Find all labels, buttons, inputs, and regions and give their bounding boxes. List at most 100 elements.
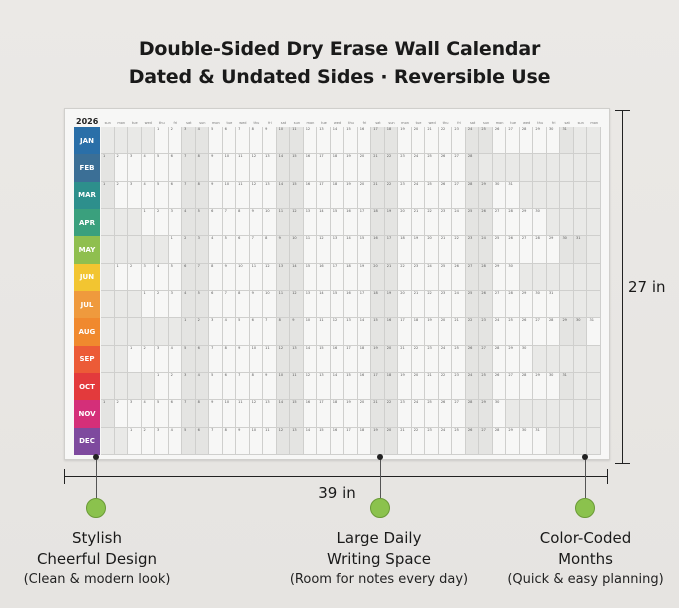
day-cell: 27 (533, 318, 547, 346)
width-dimension-cap-left (64, 469, 65, 484)
day-cell: 9 (263, 127, 277, 155)
day-cell: 18 (371, 291, 385, 319)
day-cell: 16 (330, 345, 345, 373)
day-cell: 19 (425, 318, 439, 346)
day-cell: 25 (425, 181, 439, 209)
day-cell (587, 291, 601, 319)
day-cell: 2 (141, 427, 156, 455)
day-cell: 19 (411, 236, 426, 264)
day-cell (533, 345, 547, 373)
day-cell: 12 (276, 345, 291, 373)
day-cell: 11 (236, 400, 250, 428)
day-cell: 16 (317, 263, 331, 291)
day-cell (101, 291, 115, 319)
callout-pin-1 (93, 454, 99, 460)
headline: Double-Sided Dry Erase Wall Calendar (138, 38, 541, 60)
day-cell: 6 (209, 209, 223, 237)
day-cell (101, 373, 115, 401)
day-cell: 17 (317, 400, 331, 428)
day-cell: 26 (452, 263, 466, 291)
day-cell: 31 (546, 291, 561, 319)
weekday-label: sun (104, 121, 111, 125)
day-cell: 13 (276, 263, 291, 291)
day-cell (573, 181, 588, 209)
day-cell (587, 427, 601, 455)
day-cell (546, 154, 561, 182)
day-cell (546, 263, 561, 291)
callout-dot-2 (370, 498, 390, 518)
day-cell: 3 (168, 209, 183, 237)
weekday-label: wed (144, 121, 152, 125)
day-cell (519, 400, 534, 428)
feature-writing-space: Large Daily Writing Space (Room for note… (266, 528, 492, 590)
weekday-label: sun (199, 121, 206, 125)
day-cell: 20 (357, 181, 372, 209)
day-cell: 25 (479, 127, 493, 155)
day-cell: 8 (236, 209, 250, 237)
day-cell: 21 (384, 263, 399, 291)
day-cell: 21 (371, 181, 385, 209)
day-cell: 4 (168, 427, 183, 455)
day-cell: 23 (452, 373, 466, 401)
weekday-label: sat (280, 121, 287, 125)
day-cell: 23 (425, 345, 439, 373)
day-cell: 4 (155, 263, 169, 291)
width-label: 39 in (318, 484, 356, 502)
day-cell: 2 (155, 209, 169, 237)
day-cell (128, 291, 142, 319)
day-cell (114, 345, 128, 373)
weekday-label: sun (388, 121, 395, 125)
day-cell (101, 127, 115, 155)
day-cell: 12 (249, 154, 264, 182)
day-cell: 5 (195, 291, 210, 319)
day-cell: 4 (222, 318, 237, 346)
day-cell: 17 (357, 291, 372, 319)
day-cell: 28 (465, 154, 480, 182)
day-cell: 6 (222, 373, 237, 401)
weekday-label: fri (551, 121, 556, 125)
day-cell (546, 181, 561, 209)
day-cell: 6 (236, 236, 250, 264)
day-cell: 14 (330, 127, 345, 155)
day-cell: 2 (195, 318, 210, 346)
day-cell (155, 236, 169, 264)
day-cell: 23 (425, 427, 439, 455)
day-cell: 13 (303, 291, 318, 319)
day-cell: 17 (357, 209, 372, 237)
feature-writing-subtitle: (Room for notes every day) (289, 572, 469, 587)
day-cell: 22 (411, 345, 426, 373)
day-grid: 1 2 3 4 5 6 7 8 9 10 11 12 13 14 15 16 17 18 19 20 21 22 23 24 2… (101, 127, 601, 455)
day-cell: 7 (236, 373, 250, 401)
day-cell: 9 (249, 291, 264, 319)
day-cell: 31 (587, 318, 601, 346)
day-cell: 13 (317, 127, 331, 155)
day-cell: 10 (303, 318, 318, 346)
day-cell (560, 263, 574, 291)
day-cell: 7 (249, 236, 264, 264)
day-cell: 17 (384, 236, 399, 264)
day-cell: 10 (276, 127, 291, 155)
day-cell: 26 (479, 291, 493, 319)
day-cell (128, 236, 142, 264)
day-cell: 6 (168, 400, 183, 428)
day-cell: 19 (344, 400, 358, 428)
day-cell: 12 (290, 209, 304, 237)
day-cell (587, 263, 601, 291)
day-cell: 29 (506, 345, 520, 373)
day-cell: 15 (290, 400, 304, 428)
weekday-label: tue (415, 121, 422, 125)
day-cell: 27 (506, 373, 520, 401)
day-cell: 29 (492, 263, 507, 291)
day-cell: 16 (357, 127, 372, 155)
month-tab-jun: JUN (74, 263, 100, 291)
day-cell: 11 (290, 373, 304, 401)
day-cell: 28 (546, 318, 561, 346)
month-tab-oct: OCT (74, 373, 100, 401)
day-cell: 11 (303, 236, 318, 264)
day-cell: 1 (182, 318, 196, 346)
day-cell: 24 (425, 263, 439, 291)
weekday-label: mon (495, 121, 504, 125)
day-cell: 10 (263, 291, 277, 319)
weekday-label: thu (537, 121, 544, 125)
day-cell: 10 (249, 427, 264, 455)
